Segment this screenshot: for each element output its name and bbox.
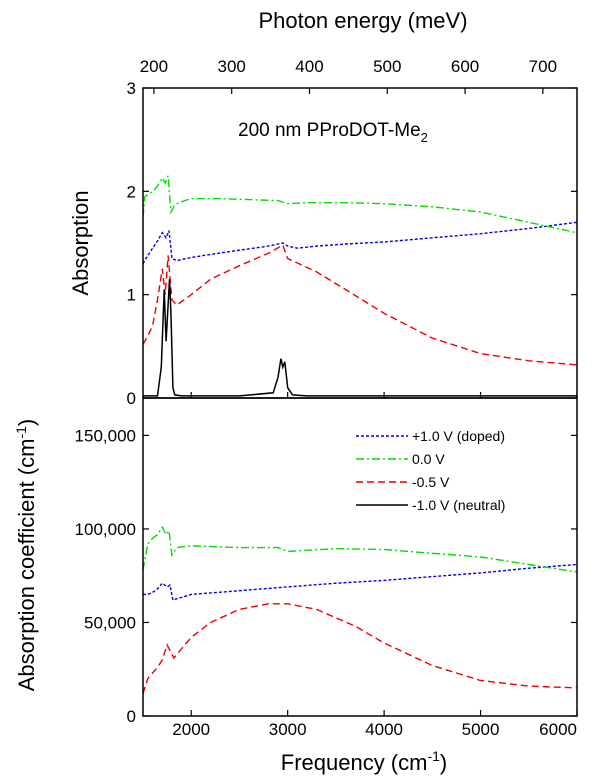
series-line-0-0	[142, 221, 578, 265]
legend: +1.0 V (doped) 0.0 V -0.5 V -1.0 V (neutra…	[356, 428, 505, 513]
x-tick-label-4: 6000	[539, 720, 577, 739]
y-tick-label-0-0: 0	[127, 389, 136, 408]
top-axis-tick-label-3: 500	[373, 57, 401, 76]
x-tick-label-3: 5000	[462, 720, 500, 739]
legend-label-0: +1.0 V (doped)	[412, 428, 505, 444]
top-axis-tick-label-1: 300	[218, 57, 246, 76]
top-axis-tick-label-5: 700	[529, 57, 557, 76]
y-tick-label-1-1: 50,000	[84, 613, 136, 632]
legend-label-3: -1.0 V (neutral)	[412, 497, 505, 513]
series-line-0-3	[143, 279, 577, 397]
y-tick-label-0-2: 2	[127, 182, 136, 201]
series-line-1-0	[143, 563, 578, 601]
top-panel-y-label: Absorption	[68, 190, 93, 295]
top-axis-tick-label-0: 200	[140, 57, 168, 76]
y-tick-label-1-2: 100,000	[75, 520, 136, 539]
series-line-1-2	[142, 603, 578, 694]
x-tick-label-2: 4000	[365, 720, 403, 739]
series-line-0-2	[142, 244, 578, 366]
bottom-panel-plot-area: 0 50,000 100,000 150,000 2000 3000 4000 5000 600…	[75, 397, 578, 739]
y-tick-label-0-3: 3	[127, 79, 136, 98]
y-tick-label-1-3: 150,000	[75, 426, 136, 445]
sample-annotation: 200 nm PProDOT-Me2	[238, 120, 428, 145]
x-tick-label-1: 3000	[269, 720, 307, 739]
x-tick-label-0: 2000	[172, 720, 210, 739]
top-axis-tick-label-2: 400	[295, 57, 323, 76]
top-axis-label: Photon energy (meV)	[258, 8, 467, 33]
legend-label-1: 0.0 V	[412, 451, 445, 467]
y-tick-label-1-0: 0	[127, 707, 136, 726]
panel-frame-1	[142, 397, 578, 717]
bottom-panel-y-label: Absorption coefficient (cm-1)	[13, 419, 39, 692]
legend-label-2: -0.5 V	[412, 474, 450, 490]
series-line-1-1	[142, 525, 578, 573]
series-line-0-1	[142, 175, 578, 234]
top-axis-tick-label-4: 600	[451, 57, 479, 76]
y-tick-label-0-1: 1	[127, 286, 136, 305]
bottom-axis-label: Frequency (cm-1)	[281, 748, 448, 775]
